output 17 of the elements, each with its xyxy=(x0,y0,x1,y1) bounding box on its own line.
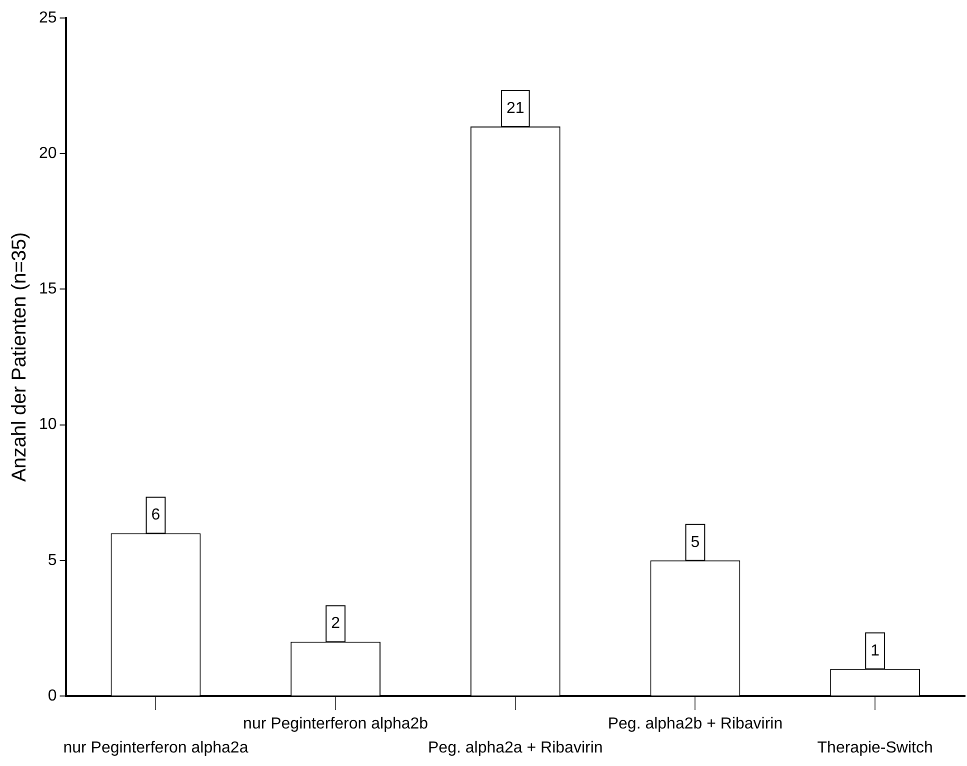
data-label: 6 xyxy=(151,506,160,524)
y-tick-label: 25 xyxy=(39,9,57,26)
data-label: 5 xyxy=(690,534,700,551)
y-tick-label: 5 xyxy=(48,552,57,569)
y-tick-label: 10 xyxy=(39,416,57,434)
y-tick-label: 0 xyxy=(48,687,57,704)
x-tick-label: Peg. alpha2a + Ribavirin xyxy=(428,739,603,756)
x-tick-label: nur Peginterferon alpha2a xyxy=(63,739,248,756)
x-tick-label: nur Peginterferon alpha2b xyxy=(243,715,428,732)
x-tick-label: Therapie-Switch xyxy=(817,739,933,756)
y-tick-label: 15 xyxy=(39,280,57,298)
x-tick-label: Peg. alpha2b + Ribavirin xyxy=(608,715,783,732)
y-tick-label: 20 xyxy=(39,145,57,162)
y-axis-title: Anzahl der Patienten (n=35) xyxy=(8,232,31,482)
data-label: 21 xyxy=(506,100,524,117)
data-label: 2 xyxy=(331,615,340,632)
data-label: 1 xyxy=(870,642,880,660)
